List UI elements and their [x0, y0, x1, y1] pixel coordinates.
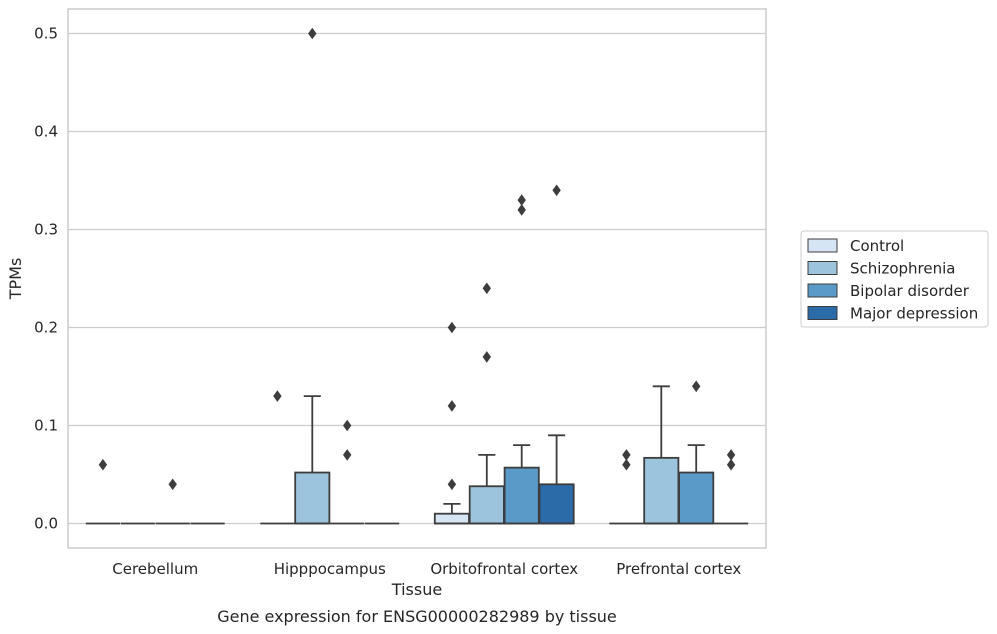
outlier-point: [517, 204, 526, 216]
outlier-point: [726, 449, 736, 461]
x-tick-label: Cerebellum: [112, 560, 198, 578]
legend: Control Schizophrenia Bipolar disorder Majo…: [800, 230, 989, 328]
outlier-point: [447, 400, 457, 412]
box-body: [678, 471, 715, 525]
box-2-2: [503, 194, 540, 525]
box-body: [294, 471, 331, 525]
y-tick-labels: 0.0 0.1 0.2 0.3 0.4 0.5: [34, 25, 58, 533]
outlier-point: [552, 184, 561, 197]
legend-swatch: [807, 261, 838, 275]
outlier-point: [447, 321, 457, 334]
x-tick-label: Prefrontal cortex: [616, 560, 741, 578]
box-0-0: [85, 458, 121, 525]
legend-frame: [800, 230, 989, 328]
outlier-point: [622, 449, 631, 461]
outlier-point: [692, 380, 701, 393]
outlier-point: [726, 458, 736, 471]
box-body: [538, 483, 575, 525]
legend-swatch: [807, 238, 838, 253]
legend-swatch: [807, 283, 838, 298]
box-0-2: [155, 478, 190, 525]
box-1-1: [294, 27, 331, 525]
box-body: [643, 456, 680, 525]
chart-caption: Gene expression for ENSG00000282989 by t…: [217, 607, 617, 626]
legend-label: Control: [850, 237, 904, 255]
outlier-point: [343, 419, 352, 432]
y-tick-label: 0.0: [34, 515, 58, 533]
y-tick-label: 0.2: [34, 319, 58, 337]
outlier-point: [517, 194, 526, 206]
box-2-1: [468, 282, 505, 525]
outlier-point: [168, 478, 177, 491]
outlier-point: [482, 351, 491, 363]
box-3-0: [609, 449, 644, 525]
outlier-point: [273, 390, 282, 402]
outlier-point: [482, 282, 491, 295]
x-tick-label: Hipppocampus: [274, 560, 386, 578]
legend-label: Schizophrenia: [850, 260, 955, 278]
box-3-1: [643, 385, 680, 525]
outlier-point: [447, 478, 457, 491]
plot-frame: [67, 8, 767, 549]
y-axis-label: TPMs: [6, 258, 25, 301]
box-3-2: [678, 380, 715, 525]
legend-label: Bipolar disorder: [850, 282, 970, 300]
box-2-0: [433, 321, 470, 525]
box-body: [503, 466, 540, 525]
outlier-point: [622, 458, 631, 471]
box-2-3: [538, 184, 575, 525]
x-tick-labels: Cerebellum Hipppocampus Orbitofrontal cort…: [112, 560, 741, 578]
x-axis-label: Tissue: [391, 580, 442, 599]
outlier-point: [343, 449, 352, 461]
outlier-point: [308, 27, 317, 40]
y-tick-label: 0.1: [34, 417, 58, 435]
box-1-2: [330, 419, 365, 525]
box-body: [433, 512, 470, 525]
box-body: [468, 485, 505, 525]
legend-swatch: [807, 306, 838, 320]
y-tick-label: 0.3: [34, 221, 58, 239]
box-1-0: [260, 390, 295, 525]
legend-label: Major depression: [850, 305, 978, 323]
x-tick-label: Orbitofrontal cortex: [430, 560, 578, 578]
outlier-point: [98, 458, 108, 471]
y-tick-label: 0.4: [34, 123, 58, 141]
box-series: [85, 27, 749, 525]
y-tick-label: 0.5: [34, 25, 58, 43]
box-3-3: [713, 449, 749, 525]
